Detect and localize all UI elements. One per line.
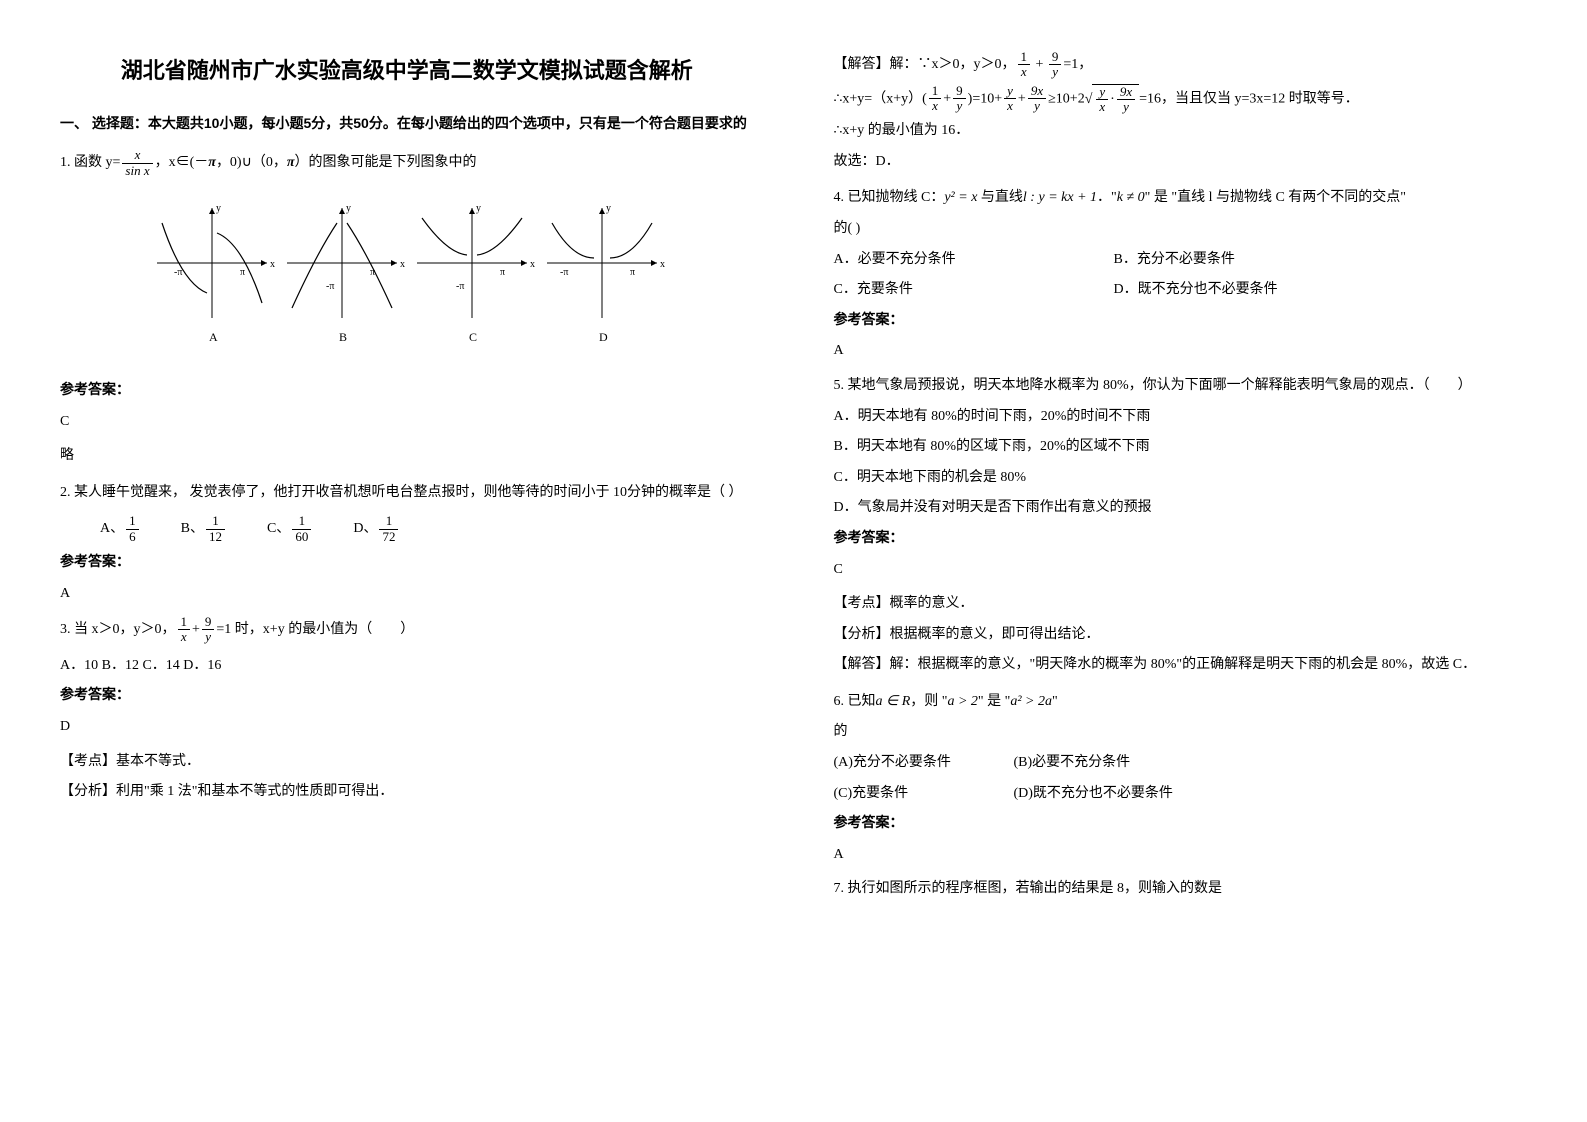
answer-label: 参考答案： xyxy=(60,550,754,577)
q6-opts-row1: (A)充分不必要条件(B)必要不充分条件 xyxy=(834,750,1528,777)
graph-figure: x y -π π A x y π -π B xyxy=(60,193,754,353)
q1-answer: C xyxy=(60,409,754,436)
q5-optB: B．明天本地有 80%的区域下雨，20%的区域不下雨 xyxy=(834,434,1528,461)
q5-optC: C．明天本地下雨的机会是 80% xyxy=(834,465,1528,492)
q6-line2: 的 xyxy=(834,719,1528,746)
q1-text-c: ，0)∪（0， xyxy=(216,155,287,170)
q4-line2: 的( ) xyxy=(834,216,1528,243)
svg-text:-π: -π xyxy=(326,281,334,292)
q4-opts-row1: A．必要不充分条件B．充分不必要条件 xyxy=(834,247,1528,274)
question-1: 1. 函数 y=xsin x，x∈(－π，0)∪（0，π）的图象可能是下列图象中… xyxy=(60,148,754,178)
q6-answer: A xyxy=(834,842,1528,869)
q3-analysis: 【分析】利用"乘 1 法"和基本不等式的性质即可得出． xyxy=(60,779,754,806)
svg-text:-π: -π xyxy=(560,267,568,278)
svg-text:x: x xyxy=(270,259,275,270)
pi-symbol: π xyxy=(287,155,295,170)
q5-optD: D．气象局并没有对明天是否下雨作出有意义的预报 xyxy=(834,495,1528,522)
q1-text-a: 1. 函数 y= xyxy=(60,155,120,170)
q5-analysis: 【分析】根据概率的意义，即可得出结论． xyxy=(834,622,1528,649)
svg-text:π: π xyxy=(630,267,635,278)
question-4: 4. 已知抛物线 C：y² = x 与直线l : y = kx + 1．"k ≠… xyxy=(834,185,1528,212)
svg-text:y: y xyxy=(606,203,611,214)
question-7: 7. 执行如图所示的程序框图，若输出的结果是 8，则输入的数是 xyxy=(834,876,1528,903)
svg-text:y: y xyxy=(216,203,221,214)
q3-solve-line3: ∴x+y 的最小值为 16． xyxy=(834,118,1528,145)
answer-label: 参考答案： xyxy=(834,811,1528,838)
q5-answer: C xyxy=(834,557,1528,584)
answer-label: 参考答案： xyxy=(834,308,1528,335)
q5-point: 【考点】概率的意义． xyxy=(834,591,1528,618)
q3-point: 【考点】基本不等式． xyxy=(60,749,754,776)
svg-text:π: π xyxy=(500,267,505,278)
q5-solve: 【解答】解：根据概率的意义，"明天降水的概率为 80%"的正确解释是明天下雨的机… xyxy=(834,652,1528,679)
answer-label: 参考答案： xyxy=(60,683,754,710)
q3-answer: D xyxy=(60,714,754,741)
q3-solve-line2: ∴x+y=（x+y）(1x+9y)=10+yx+9xy≥10+2√yx·9xy=… xyxy=(834,84,1528,115)
answer-label: 参考答案： xyxy=(834,526,1528,553)
svg-text:-π: -π xyxy=(456,281,464,292)
question-6: 6. 已知a ∈ R，则 "a > 2" 是 "a² > 2a" xyxy=(834,689,1528,716)
q1-text-d: ）的图象可能是下列图象中的 xyxy=(295,155,477,170)
q3-opts: A．10 B．12 C．14 D．16 xyxy=(60,653,754,680)
svg-text:x: x xyxy=(660,259,665,270)
question-3: 3. 当 x＞0，y＞0，1x+9y=1 时，x+y 的最小值为（ ） xyxy=(60,615,754,645)
q5-optA: A．明天本地有 80%的时间下雨，20%的时间不下雨 xyxy=(834,404,1528,431)
page-title: 湖北省随州市广水实验高级中学高二数学文模拟试题含解析 xyxy=(60,50,754,92)
q2-answer: A xyxy=(60,581,754,608)
section-heading: 一、 选择题：本大题共10小题，每小题5分，共50分。在每小题给出的四个选项中，… xyxy=(60,110,754,137)
svg-text:π: π xyxy=(240,267,245,278)
q1-text-b: ，x∈(－ xyxy=(155,155,209,170)
right-column: 【解答】解：∵x＞0，y＞0，1x + 9y=1， ∴x+y=（x+y）(1x+… xyxy=(794,0,1587,1122)
svg-text:A: A xyxy=(209,330,218,344)
svg-text:y: y xyxy=(346,203,351,214)
svg-text:D: D xyxy=(599,330,608,344)
svg-text:x: x xyxy=(400,259,405,270)
svg-text:C: C xyxy=(469,330,477,344)
svg-text:y: y xyxy=(476,203,481,214)
question-2: 2. 某人睡午觉醒来， 发觉表停了，他打开收音机想听电台整点报时，则他等待的时间… xyxy=(60,480,754,507)
question-5: 5. 某地气象局预报说，明天本地降水概率为 80%，你认为下面哪一个解释能表明气… xyxy=(834,373,1528,400)
q6-opts-row2: (C)充要条件(D)既不充分也不必要条件 xyxy=(834,781,1528,808)
q4-answer: A xyxy=(834,338,1528,365)
q1-note: 略 xyxy=(60,443,754,470)
svg-text:x: x xyxy=(530,259,535,270)
svg-text:B: B xyxy=(339,330,347,344)
q4-opts-row2: C．充要条件D．既不充分也不必要条件 xyxy=(834,277,1528,304)
svg-text:-π: -π xyxy=(174,267,182,278)
answer-label: 参考答案： xyxy=(60,378,754,405)
q3-solve-line4: 故选：D． xyxy=(834,149,1528,176)
left-column: 湖北省随州市广水实验高级中学高二数学文模拟试题含解析 一、 选择题：本大题共10… xyxy=(0,0,794,1122)
pi-symbol: π xyxy=(208,155,216,170)
q2-options: A、16 B、112 C、160 D、172 xyxy=(100,514,754,544)
q3-solve-line1: 【解答】解：∵x＞0，y＞0，1x + 9y=1， xyxy=(834,50,1528,80)
